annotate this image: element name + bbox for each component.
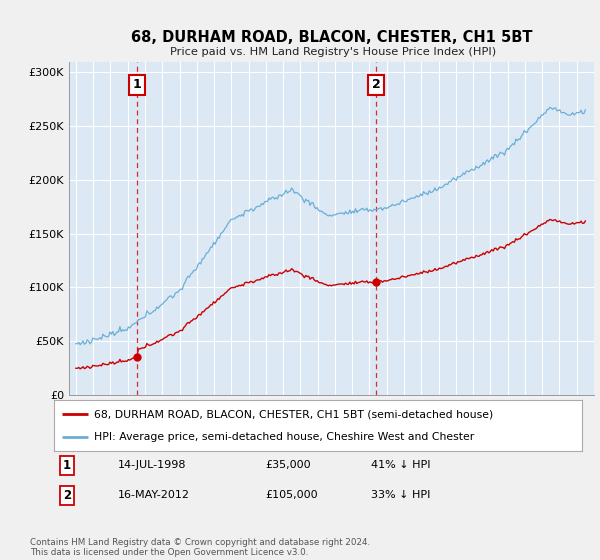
Text: 2: 2	[371, 78, 380, 91]
Text: 1: 1	[133, 78, 142, 91]
Text: £105,000: £105,000	[265, 490, 318, 500]
Text: 14-JUL-1998: 14-JUL-1998	[118, 460, 186, 470]
Text: HPI: Average price, semi-detached house, Cheshire West and Chester: HPI: Average price, semi-detached house,…	[94, 432, 474, 442]
Title: 68, DURHAM ROAD, BLACON, CHESTER, CH1 5BT: 68, DURHAM ROAD, BLACON, CHESTER, CH1 5B…	[131, 30, 532, 45]
Text: 16-MAY-2012: 16-MAY-2012	[118, 490, 190, 500]
Text: 68, DURHAM ROAD, BLACON, CHESTER, CH1 5BT (semi-detached house): 68, DURHAM ROAD, BLACON, CHESTER, CH1 5B…	[94, 409, 493, 419]
Text: 1: 1	[63, 459, 71, 472]
Text: 2: 2	[63, 488, 71, 502]
Text: £35,000: £35,000	[265, 460, 311, 470]
Text: Price paid vs. HM Land Registry's House Price Index (HPI): Price paid vs. HM Land Registry's House …	[170, 48, 496, 58]
Text: 41% ↓ HPI: 41% ↓ HPI	[371, 460, 430, 470]
Text: 33% ↓ HPI: 33% ↓ HPI	[371, 490, 430, 500]
Text: Contains HM Land Registry data © Crown copyright and database right 2024.
This d: Contains HM Land Registry data © Crown c…	[30, 538, 370, 557]
